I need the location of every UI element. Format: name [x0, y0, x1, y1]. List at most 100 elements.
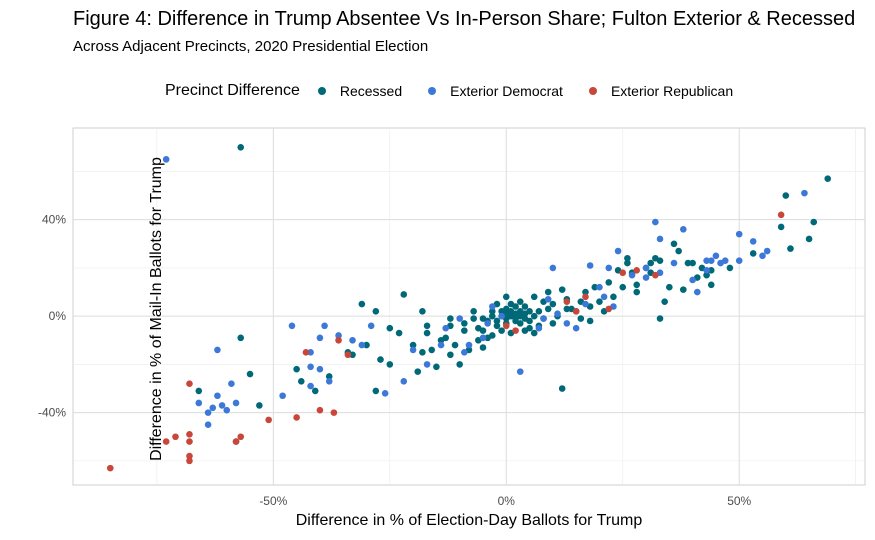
point-recessed [624, 259, 631, 267]
point-exterior-republican [605, 305, 613, 313]
point-exterior-republican [162, 438, 170, 445]
point-exterior-democrat [596, 283, 603, 291]
point-recessed [586, 317, 594, 325]
point-recessed [237, 334, 245, 342]
point-exterior-democrat [204, 421, 212, 428]
point-exterior-republican [316, 406, 324, 414]
y-axis-label: Difference in % of Mail-In Ballots for T… [148, 157, 165, 461]
point-exterior-democrat [307, 349, 314, 356]
point-recessed [456, 361, 463, 368]
point-recessed [521, 327, 529, 334]
point-recessed [447, 315, 454, 322]
point-exterior-republican [502, 322, 510, 330]
point-recessed [195, 387, 203, 395]
legend-item-recessed: Recessed [317, 83, 403, 99]
point-exterior-democrat [307, 382, 314, 390]
point-recessed [447, 351, 454, 359]
y-tick-label: 40% [42, 213, 66, 227]
point-recessed [256, 402, 263, 409]
y-tick-label: -40% [38, 406, 66, 420]
point-exterior-democrat [563, 320, 571, 327]
point-recessed [372, 387, 380, 395]
point-recessed [707, 281, 715, 289]
point-recessed [777, 223, 785, 231]
point-exterior-democrat [721, 257, 729, 264]
point-recessed [516, 320, 524, 327]
point-exterior-democrat [582, 300, 589, 308]
point-recessed [493, 322, 501, 330]
point-recessed [605, 279, 613, 286]
legend-title: Precinct Difference [165, 82, 300, 99]
point-recessed [423, 329, 431, 337]
point-exterior-democrat [214, 392, 221, 400]
point-recessed [526, 317, 533, 325]
point-recessed [563, 305, 571, 313]
point-exterior-democrat [437, 341, 445, 349]
point-recessed [386, 361, 394, 368]
point-recessed [479, 344, 487, 351]
point-recessed [493, 317, 501, 325]
point-exterior-republican [186, 438, 193, 445]
point-exterior-democrat [801, 189, 808, 197]
point-exterior-democrat [381, 390, 389, 397]
point-recessed [582, 288, 589, 296]
point-exterior-democrat [749, 238, 757, 245]
point-recessed [470, 315, 477, 322]
point-recessed [428, 346, 436, 354]
point-exterior-democrat [586, 262, 594, 269]
x-tick-label: -50% [259, 494, 287, 508]
point-exterior-democrat [209, 404, 217, 412]
legend-marker-exterior-democrat [428, 87, 437, 95]
point-recessed [782, 192, 790, 199]
point-recessed [516, 298, 524, 305]
legend: Precinct Difference Recessed Exterior De… [165, 80, 759, 102]
point-exterior-republican [619, 269, 627, 277]
x-axis-label: Difference in % of Election-Day Ballots … [295, 512, 643, 529]
point-recessed [423, 322, 431, 330]
point-exterior-democrat [707, 257, 715, 264]
point-recessed [558, 286, 566, 293]
chart-subtitle: Across Adjacent Precincts, 2020 Presiden… [73, 38, 429, 55]
point-recessed [419, 308, 426, 315]
point-recessed [526, 308, 533, 315]
point-recessed [237, 143, 245, 151]
point-recessed [521, 303, 529, 310]
point-recessed [787, 245, 794, 252]
point-exterior-democrat [628, 271, 636, 279]
point-exterior-republican [330, 409, 338, 416]
point-exterior-democrat [680, 226, 687, 233]
point-recessed [461, 327, 468, 334]
legend-label-exterior-republican: Exterior Republican [610, 83, 734, 99]
point-exterior-democrat [535, 324, 543, 332]
point-recessed [433, 363, 440, 371]
point-exterior-democrat [554, 310, 561, 318]
point-exterior-republican [186, 452, 193, 460]
point-recessed [470, 308, 477, 315]
point-exterior-republican [237, 433, 245, 441]
point-exterior-democrat [316, 365, 324, 373]
point-exterior-republican [652, 271, 659, 279]
point-exterior-democrat [605, 264, 613, 272]
point-recessed [656, 257, 664, 264]
x-tick-label: 50% [727, 494, 751, 508]
point-exterior-democrat [689, 276, 696, 284]
point-recessed [325, 373, 333, 380]
point-recessed [293, 365, 300, 373]
point-recessed [502, 293, 510, 301]
point-recessed [680, 286, 687, 293]
point-exterior-democrat [479, 334, 487, 342]
point-exterior-democrat [703, 257, 710, 264]
point-exterior-democrat [488, 303, 496, 310]
point-recessed [591, 283, 599, 291]
point-recessed [633, 281, 641, 289]
point-exterior-republican [512, 327, 519, 334]
point-recessed [358, 300, 366, 308]
point-exterior-republican [186, 457, 193, 465]
point-recessed [386, 324, 394, 332]
point-recessed [824, 175, 832, 182]
point-exterior-democrat [670, 259, 678, 267]
point-recessed [726, 264, 734, 272]
point-exterior-democrat [223, 406, 231, 414]
legend-label-recessed: Recessed [339, 83, 403, 99]
